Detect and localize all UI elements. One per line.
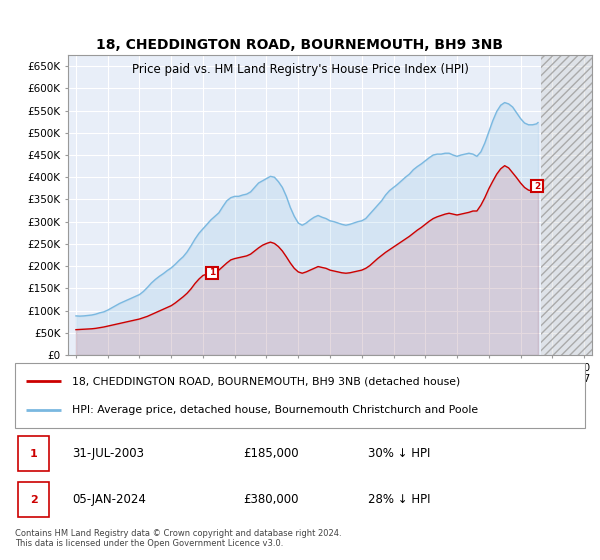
Text: 05-JAN-2024: 05-JAN-2024 xyxy=(72,493,146,506)
Text: 30% ↓ HPI: 30% ↓ HPI xyxy=(368,447,431,460)
Text: 31-JUL-2003: 31-JUL-2003 xyxy=(72,447,144,460)
Text: 28% ↓ HPI: 28% ↓ HPI xyxy=(368,493,431,506)
FancyBboxPatch shape xyxy=(18,436,49,472)
Text: 1: 1 xyxy=(209,268,215,277)
Text: Contains HM Land Registry data © Crown copyright and database right 2024.
This d: Contains HM Land Registry data © Crown c… xyxy=(15,529,341,548)
Text: Price paid vs. HM Land Registry's House Price Index (HPI): Price paid vs. HM Land Registry's House … xyxy=(131,63,469,76)
Text: 18, CHEDDINGTON ROAD, BOURNEMOUTH, BH9 3NB (detached house): 18, CHEDDINGTON ROAD, BOURNEMOUTH, BH9 3… xyxy=(72,376,460,386)
Text: 18, CHEDDINGTON ROAD, BOURNEMOUTH, BH9 3NB: 18, CHEDDINGTON ROAD, BOURNEMOUTH, BH9 3… xyxy=(97,38,503,52)
Text: 2: 2 xyxy=(534,181,540,190)
Text: £185,000: £185,000 xyxy=(243,447,299,460)
Text: HPI: Average price, detached house, Bournemouth Christchurch and Poole: HPI: Average price, detached house, Bour… xyxy=(72,405,478,415)
FancyBboxPatch shape xyxy=(15,363,585,428)
Text: 2: 2 xyxy=(29,495,37,505)
FancyBboxPatch shape xyxy=(18,482,49,517)
Text: 1: 1 xyxy=(29,449,37,459)
Text: £380,000: £380,000 xyxy=(243,493,299,506)
